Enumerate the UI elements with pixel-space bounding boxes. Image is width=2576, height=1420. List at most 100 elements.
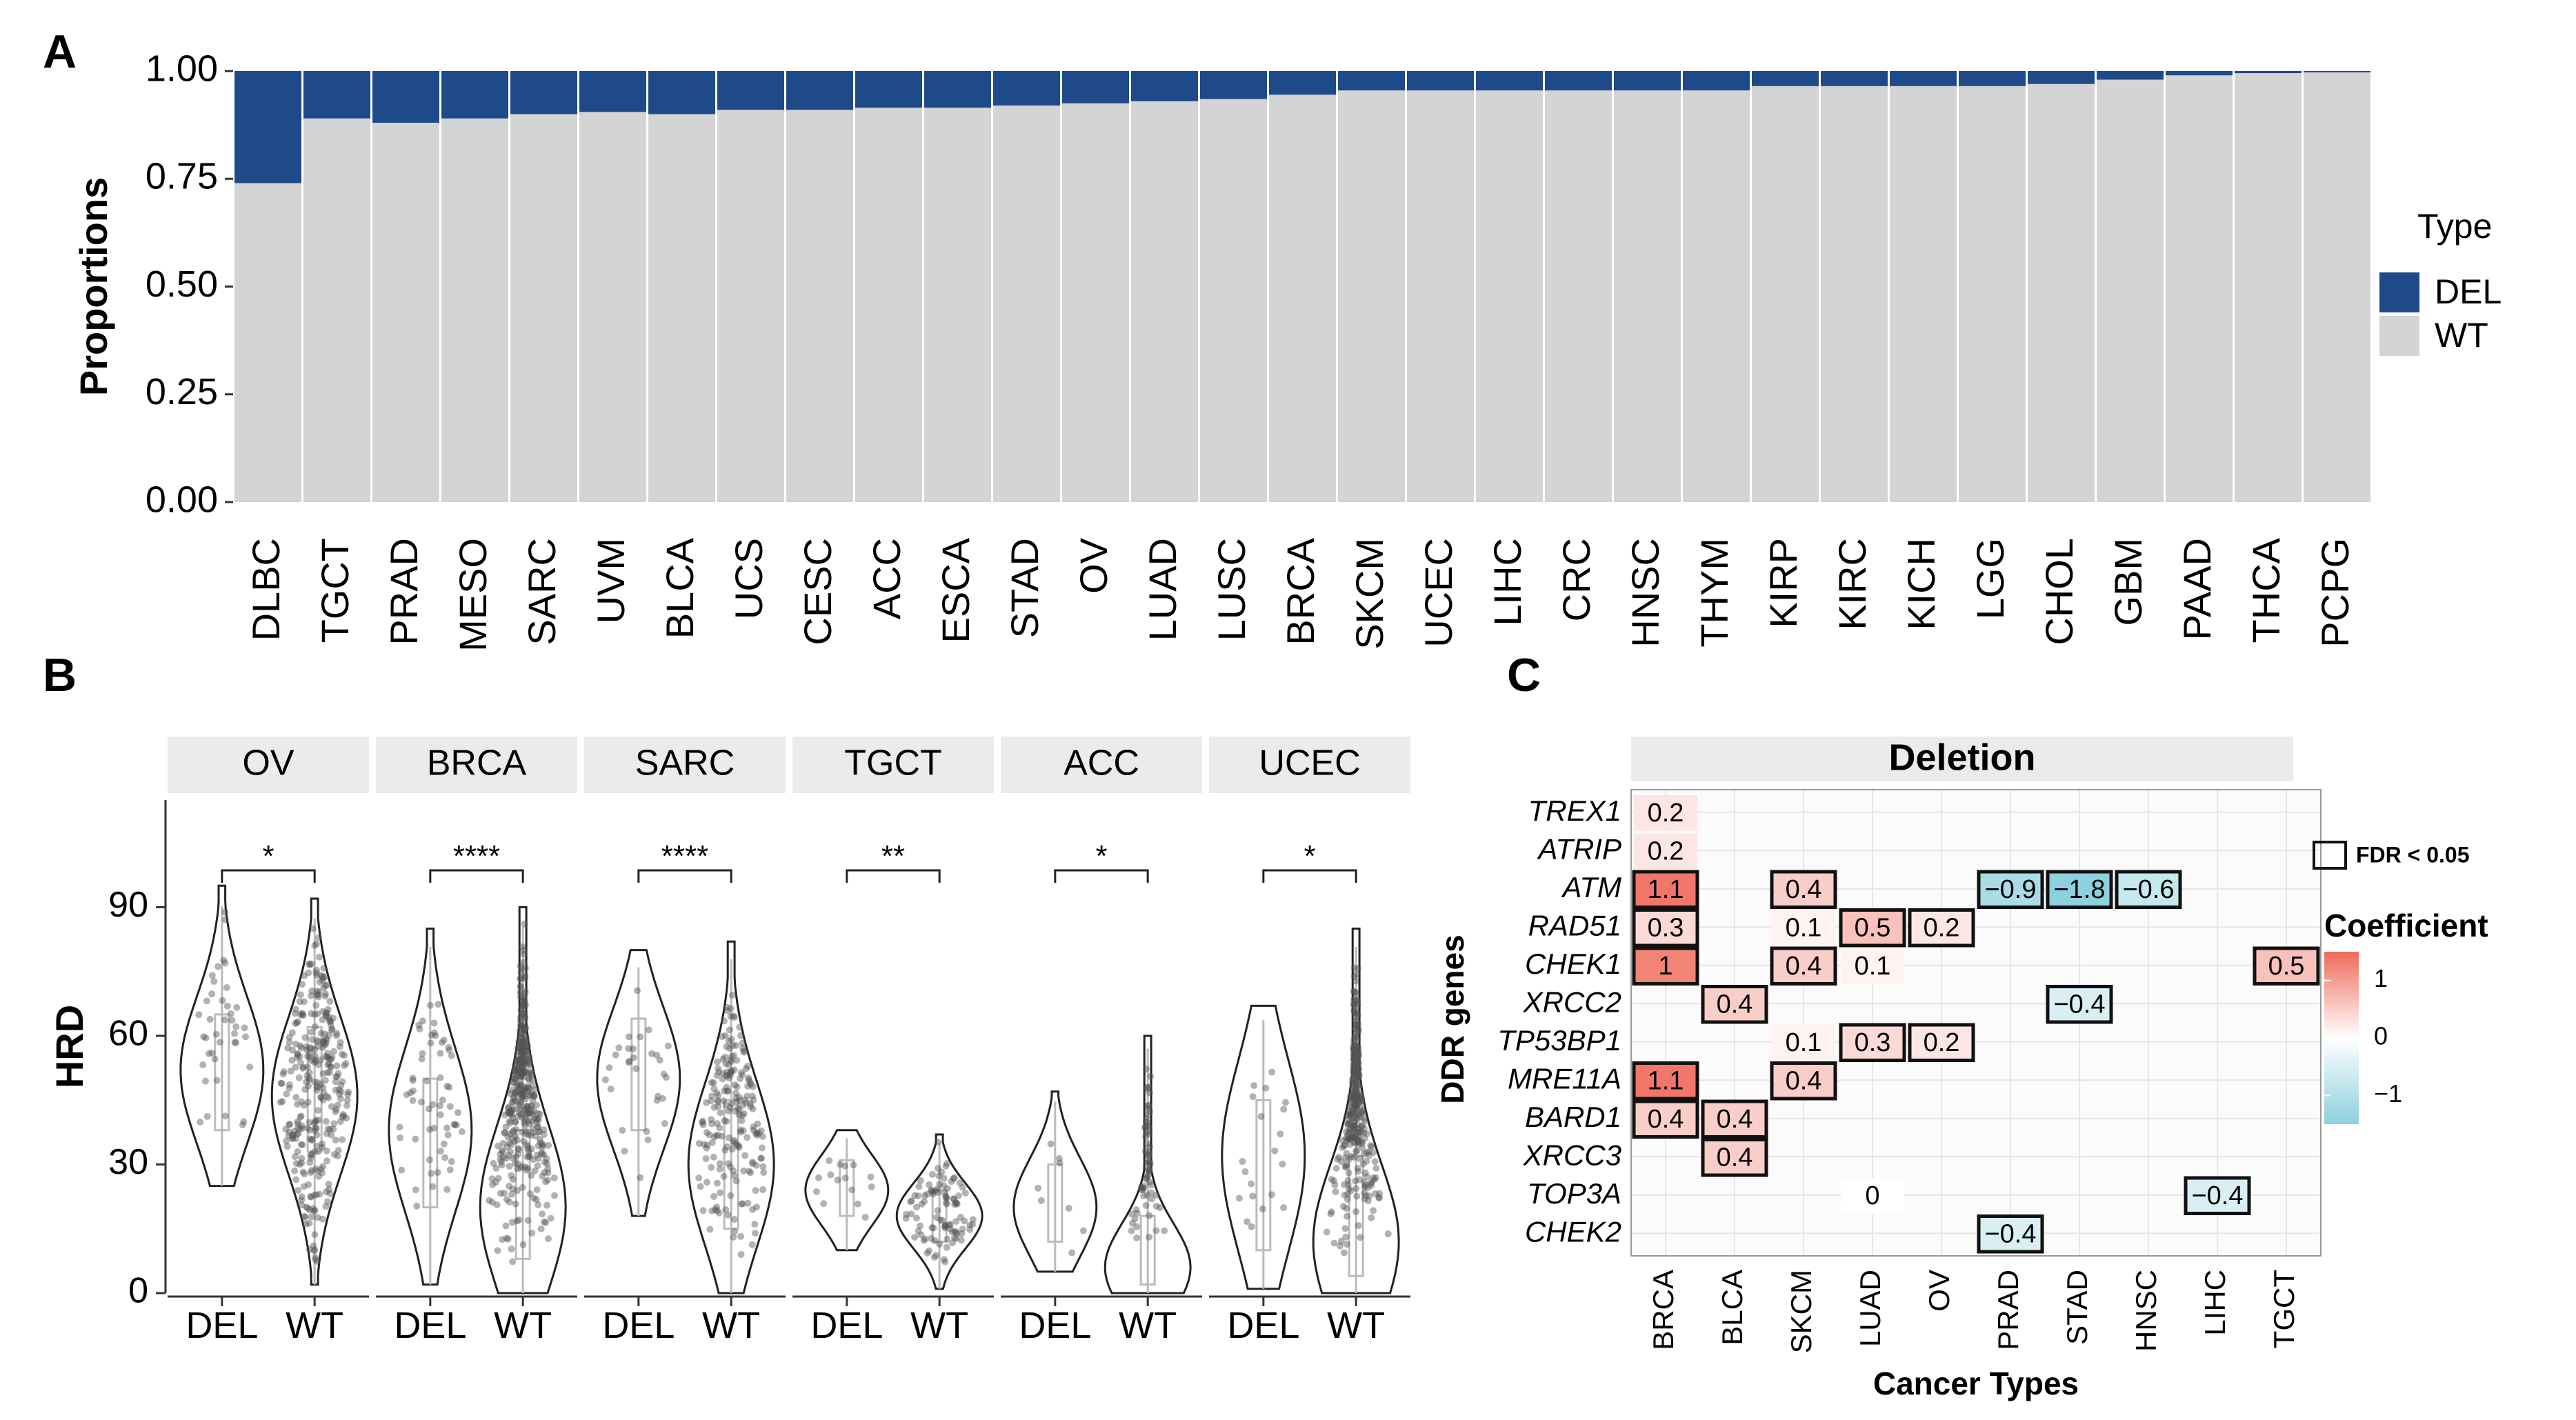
box-del <box>422 1077 439 1209</box>
data-point-wt <box>928 1186 935 1194</box>
data-point-wt <box>314 1079 321 1086</box>
bar-del-THCA <box>2235 71 2302 74</box>
data-point-wt <box>516 1066 523 1073</box>
data-point-wt <box>499 1154 507 1161</box>
data-point-wt <box>501 1129 508 1137</box>
data-point-wt <box>1144 1111 1152 1119</box>
data-point-wt <box>1364 1184 1371 1192</box>
x-tick-label: HNSC <box>1624 538 1667 648</box>
data-point-wt <box>1146 1150 1153 1157</box>
heatmap-cell-label: 1.1 <box>1648 875 1684 904</box>
data-point-wt <box>304 1204 312 1212</box>
bar-wt-SKCM <box>1338 90 1405 502</box>
data-point-wt <box>507 1090 515 1097</box>
data-point-wt <box>1348 1134 1356 1141</box>
data-point-wt <box>514 1044 521 1052</box>
data-point-wt <box>515 1102 523 1110</box>
data-point-wt <box>297 1112 305 1120</box>
data-point-wt <box>759 1132 766 1140</box>
data-point-wt <box>520 1006 528 1013</box>
data-point-wt <box>1350 1060 1358 1068</box>
data-point-wt <box>521 973 529 981</box>
data-point-wt <box>715 1092 722 1099</box>
data-point-wt <box>519 1002 526 1010</box>
data-point-del <box>240 1118 248 1126</box>
data-point-wt <box>699 1121 707 1128</box>
data-point-del <box>223 1002 231 1010</box>
y-tick-label: 0.50 <box>146 263 218 305</box>
data-point-wt <box>298 1197 306 1204</box>
data-point-wt <box>1348 1103 1356 1111</box>
data-point-wt <box>961 1189 969 1197</box>
data-point-wt <box>515 1045 523 1052</box>
data-point-wt <box>1351 1079 1359 1087</box>
data-point-wt <box>969 1221 977 1228</box>
data-point-wt <box>733 1099 741 1106</box>
data-point-del <box>1249 1192 1257 1200</box>
data-point-wt <box>520 989 528 997</box>
data-point-wt <box>312 1057 320 1065</box>
data-point-wt <box>746 1079 754 1086</box>
data-point-wt <box>733 1142 741 1150</box>
data-point-wt <box>515 1048 522 1055</box>
data-point-del <box>820 1200 828 1208</box>
heatmap-title: Deletion <box>1888 737 2035 778</box>
data-point-wt <box>530 1092 538 1100</box>
data-point-wt <box>324 1054 332 1061</box>
data-point-wt <box>321 973 329 981</box>
data-point-wt <box>301 1034 309 1041</box>
box-wt <box>723 1099 739 1230</box>
data-point-wt <box>277 1079 285 1087</box>
x-tick-label: WT <box>494 1305 552 1346</box>
facet-strip <box>584 737 786 793</box>
data-point-wt <box>903 1210 910 1218</box>
data-point-wt <box>526 1076 533 1083</box>
data-point-wt <box>521 1163 529 1171</box>
data-point-wt <box>703 1179 711 1186</box>
data-point-wt <box>304 1052 312 1060</box>
data-point-wt <box>520 999 528 1006</box>
data-point-wt <box>308 1010 315 1017</box>
data-point-wt <box>319 1038 327 1046</box>
data-point-wt <box>306 1126 314 1134</box>
data-point-wt <box>292 1094 300 1101</box>
data-point-wt <box>342 1060 350 1068</box>
data-point-wt <box>543 1201 551 1209</box>
data-point-wt <box>1339 1203 1347 1210</box>
data-point-del <box>841 1162 848 1170</box>
violin-del <box>804 1129 890 1252</box>
data-point-wt <box>1348 1091 1355 1099</box>
data-point-wt <box>317 1165 325 1172</box>
heatmap-cell-label: 0.1 <box>1786 913 1822 942</box>
data-point-wt <box>1343 1241 1350 1248</box>
data-point-wt <box>334 1101 341 1109</box>
data-point-wt <box>1349 1106 1357 1113</box>
data-point-wt <box>753 1129 761 1137</box>
data-point-wt <box>744 1082 752 1090</box>
data-point-wt <box>303 1046 310 1054</box>
data-point-wt <box>752 1203 760 1211</box>
box-del <box>1255 1099 1272 1252</box>
data-point-wt <box>287 1068 294 1075</box>
data-point-wt <box>535 1128 543 1135</box>
data-point-wt <box>915 1192 922 1200</box>
data-point-wt <box>957 1237 965 1244</box>
data-point-wt <box>533 1119 541 1126</box>
heatmap-cell-label: −1.8 <box>2053 875 2105 904</box>
data-point-wt <box>523 1103 530 1111</box>
data-point-wt <box>730 1167 737 1174</box>
data-point-wt <box>519 1002 527 1010</box>
data-point-wt <box>529 1097 537 1104</box>
x-tick-label: KICH <box>1899 538 1943 630</box>
data-point-wt <box>1346 1119 1354 1127</box>
data-point-wt <box>1350 1041 1357 1049</box>
data-point-wt <box>1346 1103 1354 1110</box>
data-point-del <box>199 1061 207 1069</box>
data-point-wt <box>1350 1050 1357 1057</box>
x-tick-label: ACC <box>865 538 908 619</box>
x-tick-label: PRAD <box>382 538 426 646</box>
data-point-wt <box>740 1167 748 1174</box>
data-point-wt <box>323 1009 331 1017</box>
data-point-wt <box>319 1169 326 1177</box>
data-point-wt <box>516 1081 523 1088</box>
